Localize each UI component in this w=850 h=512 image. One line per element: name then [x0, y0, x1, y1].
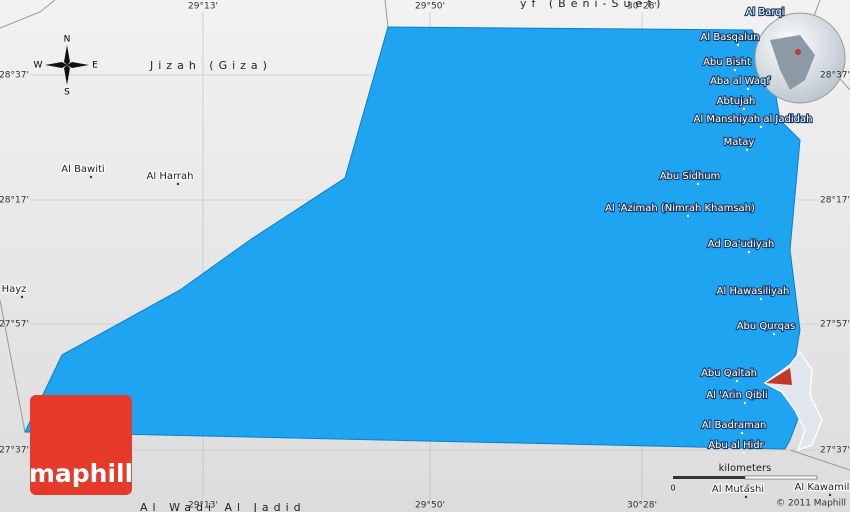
place-label: Al Kawamil: [795, 482, 850, 493]
place-dot: [759, 297, 763, 301]
place-label: Al Bawiti: [61, 164, 104, 175]
region-label: Al Wadi Al Jadid: [140, 501, 306, 512]
place-dot: [696, 182, 700, 186]
coord-label: 28°17': [820, 196, 850, 206]
place-label: Abu al Hidr: [708, 440, 764, 451]
place-label: Hayz: [2, 284, 27, 295]
place-label: Abu Bisht: [703, 57, 751, 68]
place-label: Abu Qurqas: [737, 321, 796, 332]
place-label: Al 'Azimah (Nimrah Khamsah): [605, 203, 755, 214]
highlight: [766, 368, 792, 385]
coord-label: 29°50': [415, 2, 445, 12]
place-dot: [176, 182, 180, 186]
place-label: Abtujah: [717, 96, 756, 107]
globe: [754, 12, 846, 104]
place-label: Ad Da'udiyah: [708, 239, 775, 250]
coord-label: 30°28': [627, 501, 657, 511]
place-dot: [744, 495, 748, 499]
place-label: Al Manshiyah al Jadidah: [694, 114, 813, 125]
place-dot: [742, 451, 746, 455]
compass: N S W E: [34, 35, 99, 98]
place-label: Al 'Arin Qibli: [706, 390, 767, 401]
scale-bar: kilometers: [673, 463, 818, 480]
logo: maphill: [29, 395, 133, 495]
place-dot: [736, 43, 740, 47]
coord-label: 28°37': [0, 71, 29, 81]
place-label: Al Hawasiliyah: [717, 286, 790, 297]
coord-label: 27°37': [820, 446, 850, 456]
compass-n: N: [64, 35, 71, 45]
copyright: © 2011 Maphill: [776, 499, 846, 509]
compass-w: W: [34, 61, 43, 71]
coord-label: 29°13': [188, 501, 218, 511]
place-dot: [747, 250, 751, 254]
place-label: Al Mutashi: [712, 484, 764, 495]
coord-label: 28°17': [0, 196, 29, 206]
logo-text: maphill: [29, 459, 133, 488]
scale-tick: 0: [670, 484, 675, 493]
place-label: Al Barqi: [746, 7, 785, 18]
place-dot: [686, 214, 690, 218]
place-dot: [735, 379, 739, 383]
coord-label: 28°37': [820, 71, 850, 81]
coord-label: 29°13': [188, 2, 218, 12]
coord-label: 29°50': [415, 501, 445, 511]
scale-unit: kilometers: [719, 463, 772, 474]
place-label: Al Basqalun: [701, 32, 760, 43]
compass-s: S: [64, 88, 70, 98]
region-label: Jizah (Giza): [149, 59, 272, 72]
coord-label: 30°28': [627, 2, 657, 12]
place-dot: [742, 107, 746, 111]
place-dot: [20, 295, 24, 299]
place-label: Abu Sidhum: [660, 171, 721, 182]
place-label: Abu Qaltah: [701, 368, 757, 379]
place-dot: [771, 18, 775, 22]
coord-label: 27°37': [0, 446, 29, 456]
place-label: Matay: [724, 137, 755, 148]
place-dot: [828, 493, 832, 497]
compass-e: E: [92, 61, 98, 71]
place-dot: [746, 87, 750, 91]
scale-tick: 20: [740, 484, 750, 493]
place-label: Aba al Waqf: [710, 76, 770, 87]
place-label: Al Harrah: [147, 171, 194, 182]
place-dot: [89, 175, 93, 179]
coord-label: 27°57': [820, 320, 850, 330]
place-dot: [740, 431, 744, 435]
place-label: Al Badraman: [702, 420, 767, 431]
coord-label: 27°57': [0, 320, 29, 330]
scale-tick: 40: [812, 484, 822, 493]
place-dot: [772, 332, 776, 336]
place-dot: [759, 125, 763, 129]
place-dot: [743, 401, 747, 405]
place-dot: [733, 68, 737, 72]
place-dot: [745, 148, 749, 152]
region-label: yf (Beni-Suef): [520, 0, 665, 10]
